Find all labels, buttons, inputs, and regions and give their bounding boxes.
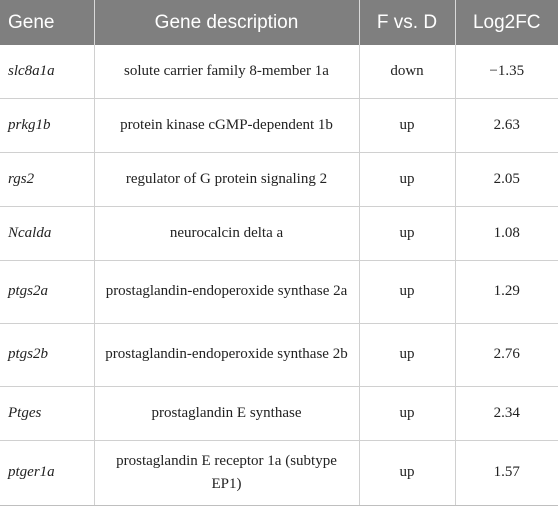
header-comparison: F vs. D [359,0,456,45]
change-cell: up [359,323,456,387]
change-cell: up [359,260,456,324]
table-row: rgs2 regulator of G protein signaling 2 … [0,152,558,207]
table-row: ptgs2b prostaglandin-endoperoxide syntha… [0,323,558,387]
gene-cell: slc8a1a [0,45,95,99]
table-row: Ncalda neurocalcin delta a up 1.08 [0,206,558,261]
table-row: ptgs2a prostaglandin-endoperoxide syntha… [0,260,558,324]
table-body: slc8a1a solute carrier family 8-member 1… [0,45,558,506]
change-cell: up [359,98,456,153]
log2fc-cell: 1.57 [455,440,558,506]
change-cell: down [359,45,456,99]
gene-cell: ptgs2a [0,260,95,324]
change-cell: up [359,440,456,506]
table-header: Gene Gene description F vs. D Log2FC [0,0,558,45]
table-row: ptger1a prostaglandin E receptor 1a (sub… [0,440,558,506]
table-row: prkg1b protein kinase cGMP-dependent 1b … [0,98,558,153]
description-cell: regulator of G protein signaling 2 [94,152,360,207]
log2fc-cell: 2.63 [455,98,558,153]
change-cell: up [359,152,456,207]
log2fc-cell: 2.05 [455,152,558,207]
description-cell: prostaglandin E receptor 1a (subtype EP1… [94,440,360,506]
description-cell: solute carrier family 8-member 1a [94,45,360,99]
gene-cell: prkg1b [0,98,95,153]
header-log2fc: Log2FC [472,11,541,33]
table-row: Ptges prostaglandin E synthase up 2.34 [0,386,558,441]
description-cell: prostaglandin-endoperoxide synthase 2b [94,323,360,387]
log2fc-cell: 1.08 [455,206,558,261]
log2fc-cell: −1.35 [455,45,558,99]
log2fc-cell: 2.34 [455,386,558,441]
change-cell: up [359,386,456,441]
log2fc-cell: 2.76 [455,323,558,387]
gene-cell: Ncalda [0,206,95,261]
gene-cell: ptgs2b [0,323,95,387]
header-row: Gene Gene description F vs. D Log2FC [0,0,558,45]
gene-cell: rgs2 [0,152,95,207]
header-gene: Gene [0,0,95,45]
gene-cell: Ptges [0,386,95,441]
header-gene-description: Gene description [94,0,360,45]
description-cell: prostaglandin E synthase [94,386,360,441]
table-row: slc8a1a solute carrier family 8-member 1… [0,45,558,99]
description-cell: prostaglandin-endoperoxide synthase 2a [94,260,360,324]
gene-cell: ptger1a [0,440,95,506]
description-cell: neurocalcin delta a [94,206,360,261]
change-cell: up [359,206,456,261]
description-cell: protein kinase cGMP-dependent 1b [94,98,360,153]
log2fc-cell: 1.29 [455,260,558,324]
